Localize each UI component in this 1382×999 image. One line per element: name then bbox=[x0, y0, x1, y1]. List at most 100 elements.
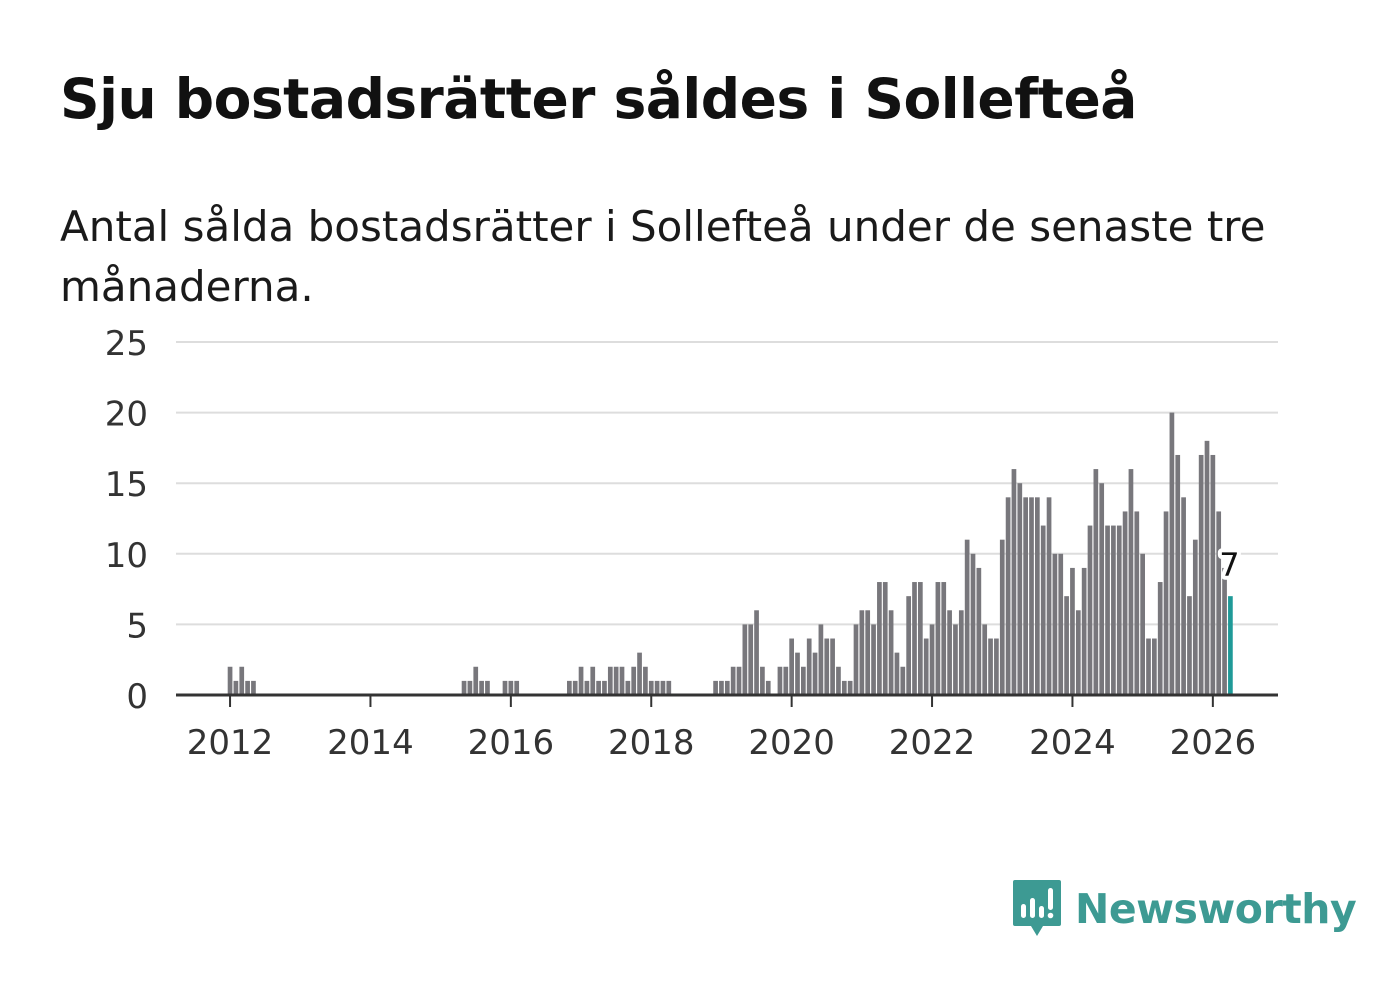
bar bbox=[1011, 469, 1017, 695]
bar bbox=[964, 539, 970, 695]
bar bbox=[1198, 454, 1204, 695]
bar bbox=[806, 638, 812, 695]
bar bbox=[1163, 511, 1169, 695]
bar bbox=[1017, 483, 1023, 695]
bar bbox=[882, 582, 888, 695]
x-tick-label: 2026 bbox=[1170, 723, 1257, 763]
x-tick-label: 2020 bbox=[748, 723, 835, 763]
bar bbox=[865, 610, 871, 695]
bar bbox=[1216, 511, 1222, 695]
y-tick-label: 5 bbox=[126, 606, 148, 646]
bar bbox=[847, 680, 853, 695]
bar bbox=[1210, 454, 1216, 695]
bar bbox=[508, 680, 514, 695]
bar bbox=[724, 680, 730, 695]
bar bbox=[982, 624, 988, 695]
bar bbox=[233, 680, 239, 695]
bar bbox=[918, 582, 923, 695]
bar bbox=[841, 680, 847, 695]
bar bbox=[1029, 497, 1034, 695]
bar bbox=[1058, 553, 1064, 695]
bar bbox=[801, 666, 806, 695]
bar bbox=[1204, 440, 1210, 695]
bar bbox=[765, 680, 771, 695]
bar bbox=[947, 610, 952, 695]
bar bbox=[666, 680, 672, 695]
bar bbox=[853, 624, 859, 695]
bar bbox=[602, 680, 607, 695]
bar bbox=[1023, 497, 1028, 695]
bar bbox=[859, 610, 865, 695]
bar bbox=[607, 666, 613, 695]
bar bbox=[1093, 469, 1099, 695]
bar bbox=[648, 680, 654, 695]
bar bbox=[473, 666, 479, 695]
bar bbox=[479, 680, 484, 695]
highlight-value-label: 7 bbox=[1219, 546, 1239, 584]
bar bbox=[485, 680, 490, 695]
bar bbox=[1116, 525, 1122, 695]
x-tick-label: 2016 bbox=[468, 723, 555, 763]
bar bbox=[584, 680, 590, 695]
x-tick-label: 2018 bbox=[608, 723, 695, 763]
chart-title: Sju bostadsrätter såldes i Sollefteå bbox=[60, 67, 1137, 131]
bar bbox=[590, 666, 596, 695]
bar bbox=[929, 624, 935, 695]
bar bbox=[795, 652, 800, 695]
bar bbox=[877, 582, 882, 695]
x-tick-label: 2014 bbox=[327, 723, 414, 763]
bar bbox=[596, 680, 601, 695]
y-tick-label: 10 bbox=[105, 536, 148, 576]
bars bbox=[227, 412, 1233, 695]
bar bbox=[1111, 525, 1116, 695]
bar bbox=[578, 666, 584, 695]
bar bbox=[1105, 525, 1110, 695]
bar bbox=[619, 666, 625, 695]
bar bbox=[830, 638, 835, 695]
bar bbox=[1134, 511, 1140, 695]
bar bbox=[999, 539, 1005, 695]
bar bbox=[1070, 567, 1075, 695]
bar bbox=[239, 666, 245, 695]
bar bbox=[976, 567, 982, 695]
bar bbox=[1087, 525, 1093, 695]
bar bbox=[912, 582, 917, 695]
bar bbox=[760, 666, 765, 695]
bar bbox=[514, 680, 520, 695]
bar bbox=[777, 666, 783, 695]
bar bbox=[625, 680, 631, 695]
x-tick-label: 2024 bbox=[1029, 723, 1116, 763]
bar bbox=[567, 680, 572, 695]
chart-subtitle: Antal sålda bostadsrätter i Sollefteå un… bbox=[60, 202, 1266, 311]
bar bbox=[736, 666, 742, 695]
bar bbox=[637, 652, 642, 695]
bar bbox=[1122, 511, 1128, 695]
bar bbox=[1152, 638, 1157, 695]
bar bbox=[783, 666, 789, 695]
bar bbox=[1005, 497, 1011, 695]
bar bbox=[935, 582, 941, 695]
bar bbox=[1128, 469, 1134, 695]
bar bbox=[1146, 638, 1151, 695]
y-tick-label: 20 bbox=[105, 395, 148, 435]
bar bbox=[1040, 525, 1046, 695]
bar bbox=[654, 680, 660, 695]
bar bbox=[1075, 610, 1081, 695]
bar bbox=[227, 666, 233, 695]
bar bbox=[1222, 567, 1227, 695]
bar bbox=[941, 582, 947, 695]
bar bbox=[1192, 539, 1198, 695]
bar bbox=[888, 610, 894, 695]
newsworthy-logo[interactable]: Newsworthy bbox=[1011, 878, 1357, 940]
bar bbox=[1052, 553, 1058, 695]
bar bbox=[900, 666, 906, 695]
bar bbox=[613, 666, 619, 695]
bar bbox=[713, 680, 718, 695]
bar bbox=[748, 624, 754, 695]
bar bbox=[1140, 553, 1145, 695]
newsworthy-bar-chart-icon bbox=[1013, 880, 1061, 936]
bar bbox=[1081, 567, 1087, 695]
bar bbox=[894, 652, 900, 695]
axes: 0 5 10 15 20 25 2012 2014 2016 2018 2020 2022 2024 20… bbox=[105, 324, 1278, 763]
